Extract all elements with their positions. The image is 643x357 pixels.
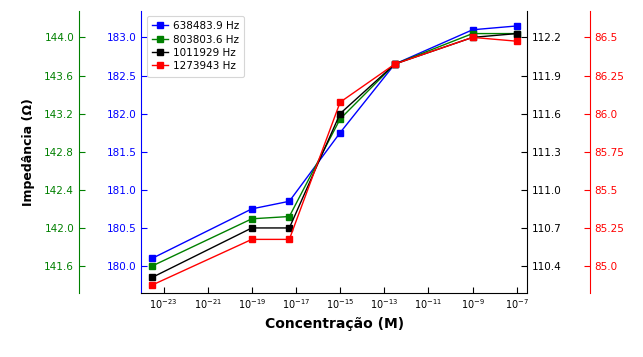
803803.6 Hz [248,217,256,221]
Y-axis label: Impedância (Ω): Impedância (Ω) [21,98,35,206]
Line: 638483.9 Hz: 638483.9 Hz [149,23,520,261]
803803.6 Hz [148,264,156,268]
Legend: 638483.9 Hz, 803803.6 Hz, 1011929 Hz, 1273943 Hz: 638483.9 Hz, 803803.6 Hz, 1011929 Hz, 12… [147,16,244,77]
1011929 Hz [391,62,399,66]
638483.9 Hz [391,62,399,66]
X-axis label: Concentração (M): Concentração (M) [265,317,404,331]
1273943 Hz [248,237,256,242]
1011929 Hz [336,111,344,116]
1011929 Hz [248,226,256,230]
1273943 Hz [469,35,476,40]
803803.6 Hz [469,31,476,36]
1011929 Hz [285,226,293,230]
1273943 Hz [513,39,521,43]
638483.9 Hz [469,27,476,32]
Line: 1011929 Hz: 1011929 Hz [149,31,520,280]
Line: 803803.6 Hz: 803803.6 Hz [149,31,520,269]
803803.6 Hz [336,117,344,121]
1011929 Hz [513,31,521,36]
1011929 Hz [469,35,476,40]
1273943 Hz [391,62,399,66]
1273943 Hz [148,283,156,287]
638483.9 Hz [513,24,521,28]
803803.6 Hz [285,214,293,218]
1273943 Hz [336,100,344,104]
Line: 1273943 Hz: 1273943 Hz [149,35,520,288]
1273943 Hz [285,237,293,242]
803803.6 Hz [513,31,521,36]
638483.9 Hz [285,199,293,203]
1011929 Hz [148,275,156,280]
803803.6 Hz [391,62,399,66]
638483.9 Hz [248,207,256,211]
638483.9 Hz [336,131,344,135]
638483.9 Hz [148,256,156,261]
